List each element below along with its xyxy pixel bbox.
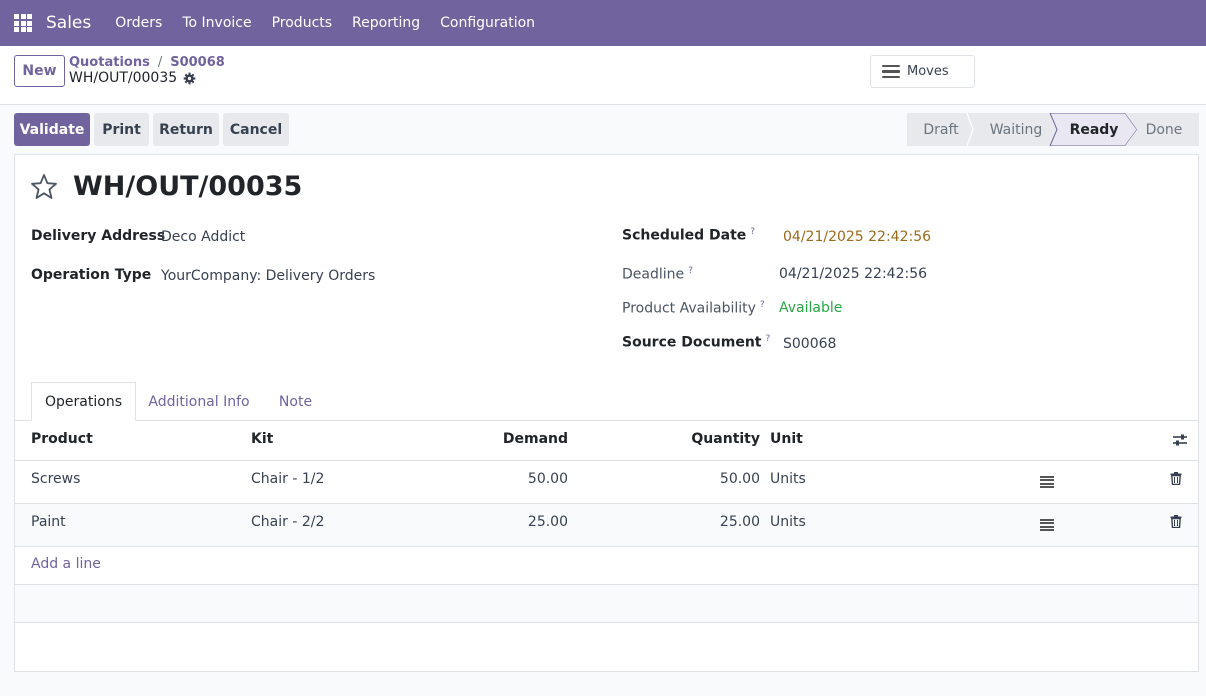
row-1-product[interactable]: Screws	[31, 471, 81, 487]
help-tooltip-icon[interactable]: ?	[765, 334, 771, 344]
moves-smart-button[interactable]: Moves	[870, 55, 975, 88]
table-row-divider	[15, 546, 1198, 547]
tabs-divider	[15, 420, 1198, 421]
apps-grid-icon[interactable]	[0, 0, 46, 46]
breadcrumb-order[interactable]: S00068	[170, 55, 225, 70]
breadcrumb-current: WH/OUT/00035	[69, 70, 196, 86]
table-row-stripe	[15, 504, 1198, 546]
list-icon[interactable]	[1040, 476, 1054, 488]
trash-icon[interactable]	[1170, 515, 1182, 528]
operation-type-label: Operation Type	[31, 267, 152, 283]
stage-draft[interactable]: Draft	[923, 122, 959, 138]
breadcrumb-quotations[interactable]: Quotations	[69, 55, 150, 70]
return-button[interactable]: Return	[153, 113, 219, 146]
breadcrumb-separator: /	[157, 55, 163, 70]
scheduled-date-label: Scheduled Date?	[622, 227, 756, 244]
status-bar: Draft Waiting Ready Done	[907, 113, 1199, 146]
add-a-line-link[interactable]: Add a line	[31, 556, 101, 572]
delivery-address-label: Delivery Address	[31, 228, 166, 244]
column-header-kit[interactable]: Kit	[251, 431, 274, 447]
row-2-unit[interactable]: Units	[770, 514, 806, 530]
source-document-value[interactable]: S00068	[783, 336, 837, 352]
row-2-product[interactable]: Paint	[31, 514, 66, 530]
list-icon[interactable]	[1040, 519, 1054, 531]
row-1-kit[interactable]: Chair - 1/2	[251, 471, 325, 487]
help-tooltip-icon[interactable]: ?	[759, 300, 765, 310]
row-2-demand[interactable]: 25.00	[527, 514, 568, 530]
column-header-product[interactable]: Product	[31, 431, 93, 447]
table-empty-row	[15, 585, 1198, 622]
table-header-divider	[15, 460, 1198, 461]
hamburger-icon	[882, 64, 900, 79]
cancel-button[interactable]: Cancel	[223, 113, 289, 146]
deadline-value: 04/21/2025 22:42:56	[779, 266, 928, 282]
help-tooltip-icon[interactable]: ?	[750, 227, 756, 237]
breadcrumb: Quotations / S00068	[69, 55, 225, 70]
row-1-demand[interactable]: 50.00	[527, 471, 568, 487]
row-1-unit[interactable]: Units	[770, 471, 806, 487]
nav-item-orders[interactable]: Orders	[115, 15, 163, 31]
operation-type-value[interactable]: YourCompany: Delivery Orders	[161, 268, 376, 284]
control-panel: New Quotations / S00068 WH/OUT/00035 Mov…	[0, 46, 1206, 105]
product-availability-value: Available	[779, 300, 843, 316]
settings-sliders-icon[interactable]	[1172, 432, 1188, 448]
nav-item-products[interactable]: Products	[271, 15, 333, 31]
nav-item-to-invoice[interactable]: To Invoice	[182, 15, 252, 31]
deadline-label: Deadline?	[622, 266, 693, 283]
row-2-quantity[interactable]: 25.00	[719, 514, 760, 530]
tab-operations[interactable]: Operations	[31, 382, 136, 421]
column-header-unit[interactable]: Unit	[770, 431, 803, 447]
current-record-name: WH/OUT/00035	[69, 70, 178, 86]
help-tooltip-icon[interactable]: ?	[688, 266, 693, 276]
stage-ready[interactable]: Ready	[1070, 122, 1119, 138]
trash-icon[interactable]	[1170, 472, 1182, 485]
tab-additional-info[interactable]: Additional Info	[148, 393, 250, 410]
stage-done[interactable]: Done	[1146, 122, 1183, 138]
nav-item-configuration[interactable]: Configuration	[440, 15, 536, 31]
tab-note[interactable]: Note	[278, 393, 313, 410]
top-navbar: Sales Orders To Invoice Products Reporti…	[0, 0, 1206, 46]
table-row-divider	[15, 584, 1198, 585]
new-button[interactable]: New	[14, 55, 65, 87]
stage-waiting-bg[interactable]	[967, 113, 1057, 146]
stage-draft-bg[interactable]	[907, 113, 973, 146]
record-title: WH/OUT/00035	[73, 171, 303, 202]
stage-waiting[interactable]: Waiting	[990, 122, 1043, 138]
row-1-quantity[interactable]: 50.00	[719, 471, 760, 487]
delivery-address-value[interactable]: Deco Addict	[161, 229, 246, 245]
product-availability-label: Product Availability?	[622, 300, 765, 317]
scheduled-date-value[interactable]: 04/21/2025 22:42:56	[783, 229, 932, 245]
gear-icon[interactable]	[183, 72, 196, 85]
table-row-divider	[15, 503, 1198, 504]
moves-label: Moves	[907, 64, 949, 79]
stage-ready-bg[interactable]	[1049, 113, 1138, 146]
table-row-divider	[15, 622, 1198, 623]
source-document-label: Source Document?	[622, 334, 771, 351]
stage-done-bg[interactable]	[1125, 113, 1199, 146]
star-icon[interactable]	[30, 173, 58, 201]
row-2-kit[interactable]: Chair - 2/2	[251, 514, 325, 530]
app-brand[interactable]: Sales	[46, 13, 92, 33]
nav-item-reporting[interactable]: Reporting	[352, 15, 421, 31]
print-button[interactable]: Print	[94, 113, 149, 146]
column-header-demand[interactable]: Demand	[502, 431, 568, 447]
validate-button[interactable]: Validate	[14, 113, 90, 146]
column-header-quantity[interactable]: Quantity	[691, 431, 760, 447]
